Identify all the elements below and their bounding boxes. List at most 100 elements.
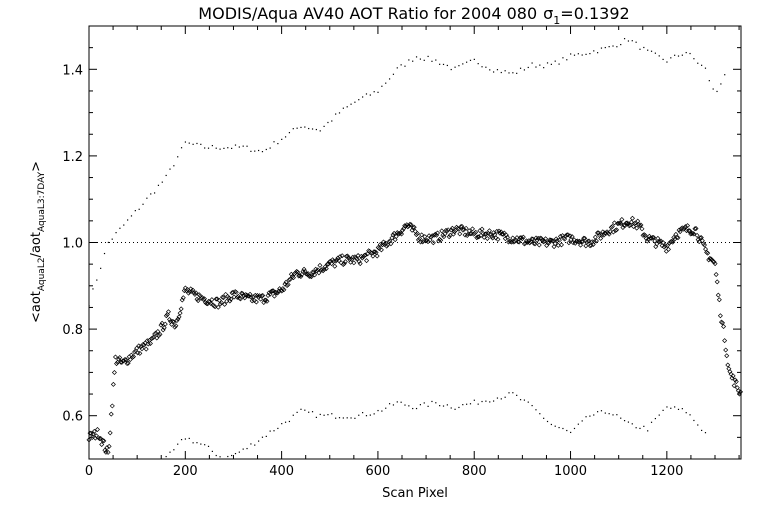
upper-envelope-dot bbox=[261, 151, 264, 153]
mean-ratio-point bbox=[639, 226, 645, 232]
mean-ratio-point bbox=[681, 225, 687, 231]
mean-ratio-point bbox=[495, 236, 501, 242]
mean-ratio-point bbox=[531, 240, 537, 246]
upper-envelope-dot bbox=[392, 73, 395, 75]
mean-ratio-point bbox=[240, 291, 246, 297]
mean-ratio-point bbox=[556, 237, 562, 243]
mean-ratio-point bbox=[139, 346, 145, 352]
lower-envelope-dot bbox=[362, 412, 364, 414]
upper-envelope-dot bbox=[281, 138, 283, 140]
mean-ratio-point bbox=[483, 231, 489, 237]
upper-envelope-dot bbox=[662, 58, 664, 61]
mean-ratio-point bbox=[355, 253, 361, 259]
upper-envelope-dot bbox=[570, 53, 572, 55]
mean-ratio-point bbox=[504, 234, 510, 240]
lower-envelope-dot bbox=[558, 426, 560, 429]
mean-ratio-point bbox=[221, 295, 227, 301]
lower-envelope-dot bbox=[435, 402, 437, 404]
upper-envelope-dot bbox=[223, 147, 225, 149]
mean-ratio-point bbox=[130, 354, 136, 360]
mean-ratio-point bbox=[591, 239, 597, 245]
upper-envelope-dot bbox=[550, 63, 552, 65]
mean-ratio-point bbox=[731, 383, 737, 389]
upper-envelope-dot bbox=[685, 51, 687, 54]
mean-ratio-point bbox=[662, 243, 668, 249]
mean-ratio-point bbox=[269, 288, 275, 294]
upper-envelope-dot bbox=[666, 61, 668, 63]
lower-envelope-dot bbox=[635, 427, 637, 429]
lower-envelope-dot bbox=[165, 455, 167, 458]
mean-ratio-point bbox=[722, 338, 728, 344]
mean-ratio-point bbox=[311, 270, 317, 276]
mean-ratio-point bbox=[475, 234, 481, 240]
mean-ratio-point bbox=[163, 313, 169, 319]
upper-envelope-dot bbox=[242, 145, 244, 147]
mean-ratio-point bbox=[565, 232, 571, 238]
upper-envelope-dot bbox=[639, 48, 641, 50]
lower-envelope-dot bbox=[616, 414, 618, 416]
upper-envelope-dot bbox=[331, 120, 333, 122]
upper-envelope-dot bbox=[581, 54, 583, 56]
upper-envelope-dot bbox=[180, 147, 183, 149]
lower-envelope-dot bbox=[600, 410, 603, 412]
upper-envelope-dot bbox=[512, 72, 514, 74]
upper-envelope-dot bbox=[215, 147, 217, 149]
mean-ratio-point bbox=[697, 235, 703, 241]
mean-ratio-point bbox=[712, 261, 718, 267]
mean-ratio-point bbox=[310, 269, 316, 275]
mean-ratio-point bbox=[222, 301, 228, 307]
upper-envelope-dot bbox=[477, 63, 479, 65]
upper-envelope-dot bbox=[315, 128, 317, 131]
upper-envelope-dot bbox=[635, 41, 637, 43]
mean-ratio-point bbox=[374, 253, 380, 259]
mean-ratio-point bbox=[592, 234, 598, 240]
mean-ratio-point bbox=[143, 346, 149, 352]
lower-envelope-dot bbox=[516, 394, 518, 396]
upper-envelope-dot bbox=[558, 63, 560, 65]
lower-envelope-dot bbox=[392, 404, 395, 406]
upper-envelope-dot bbox=[658, 55, 660, 57]
mean-ratio-point bbox=[214, 296, 220, 302]
mean-ratio-point bbox=[260, 292, 266, 298]
mean-ratio-point bbox=[486, 228, 492, 234]
lower-envelope-dot bbox=[188, 437, 190, 440]
lower-envelope-dot bbox=[211, 450, 213, 452]
upper-envelope-dot bbox=[508, 72, 510, 74]
upper-envelope-dot bbox=[627, 40, 630, 42]
mean-ratio-point bbox=[602, 230, 608, 236]
upper-envelope-dot bbox=[643, 46, 645, 49]
mean-ratio-point bbox=[707, 255, 713, 261]
mean-ratio-point bbox=[406, 223, 412, 229]
mean-ratio-point bbox=[418, 239, 424, 245]
mean-ratio-point bbox=[656, 239, 662, 245]
mean-ratio-point bbox=[343, 253, 349, 259]
lower-envelope-dot bbox=[427, 405, 429, 407]
upper-envelope-dot bbox=[265, 148, 267, 151]
mean-ratio-point bbox=[329, 261, 335, 267]
lower-envelope-dot bbox=[177, 443, 179, 445]
mean-ratio-point bbox=[730, 373, 736, 379]
mean-ratio-point bbox=[493, 235, 499, 241]
lower-envelope-dot bbox=[335, 417, 337, 419]
lower-envelope-dot bbox=[608, 413, 610, 415]
chart-title-sigma-sub: 1 bbox=[553, 14, 560, 27]
lower-envelope-dot bbox=[631, 423, 633, 425]
upper-envelope-dot bbox=[446, 64, 448, 67]
lower-envelope-dot bbox=[573, 427, 576, 430]
mean-ratio-point bbox=[502, 236, 508, 242]
mean-ratio-point bbox=[408, 222, 414, 228]
upper-envelope-dot bbox=[227, 147, 229, 149]
lower-envelope-dot bbox=[581, 420, 583, 422]
lower-envelope-dot bbox=[508, 392, 510, 394]
lower-envelope-dot bbox=[265, 435, 267, 437]
mean-ratio-point bbox=[183, 288, 189, 294]
lower-envelope-dot bbox=[258, 440, 260, 442]
mean-ratio-point bbox=[426, 233, 432, 239]
upper-envelope-dot bbox=[385, 82, 387, 84]
lower-envelope-dot bbox=[227, 455, 229, 458]
mean-ratio-point bbox=[688, 231, 694, 237]
lower-envelope-dot bbox=[585, 416, 587, 418]
mean-ratio-point bbox=[692, 226, 698, 232]
upper-envelope-dot bbox=[373, 91, 375, 93]
mean-ratio-point bbox=[364, 258, 370, 264]
